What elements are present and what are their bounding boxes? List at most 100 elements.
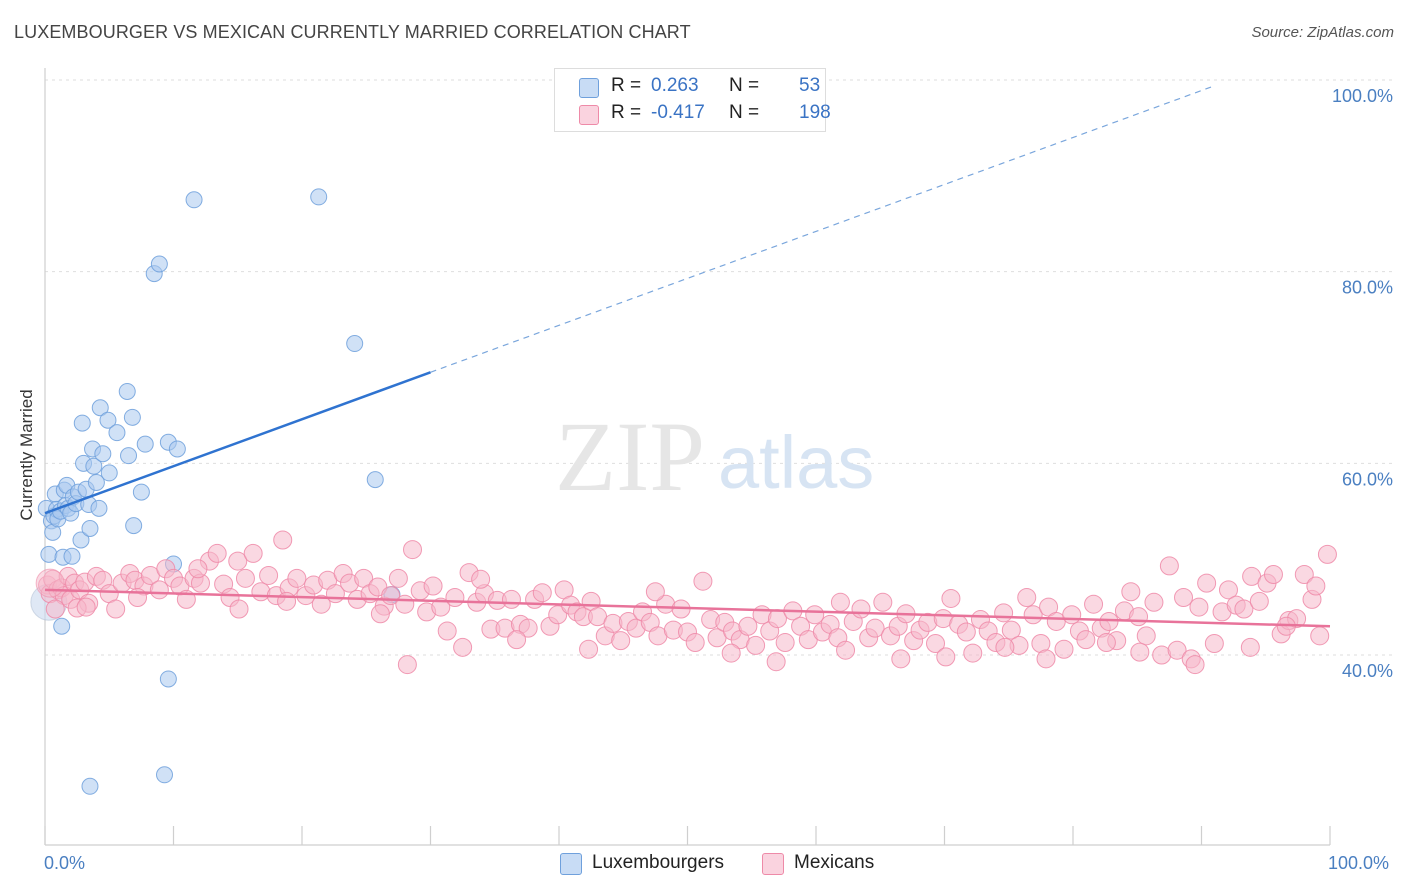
mexican-point — [445, 588, 465, 607]
mexican-point — [207, 543, 227, 563]
mexican-point — [936, 647, 956, 667]
watermark-zip: ZIP — [555, 401, 705, 512]
luxembourger-point — [81, 777, 99, 795]
mexican-point — [995, 637, 1015, 657]
mexican-trend-line — [44, 588, 1331, 628]
luxembourger-point — [168, 440, 186, 458]
luxembourger-point — [94, 445, 112, 463]
luxembourger-point — [73, 414, 91, 432]
luxembourger-point — [123, 408, 141, 426]
luxembourger-trend-extension — [430, 85, 1215, 373]
luxembourger-point — [150, 255, 168, 273]
mexican-point — [1121, 582, 1141, 602]
luxembourger-point — [53, 617, 71, 635]
luxembourger-point — [366, 471, 384, 489]
x-tick-label-min: 0.0% — [44, 853, 86, 873]
zipatlas-watermark: ZIP atlas — [555, 401, 874, 512]
mexican-point — [1240, 637, 1260, 657]
trend-lines — [44, 85, 1331, 628]
mexican-points — [35, 530, 1337, 675]
legend-label-mexicans: Mexicans — [794, 852, 875, 873]
mexican-point — [45, 599, 65, 619]
mexican-point — [188, 559, 208, 579]
luxembourger-point — [118, 382, 136, 400]
mexican-point — [431, 597, 451, 617]
n-value: 198 — [799, 102, 831, 123]
luxembourger-point — [125, 517, 143, 535]
r-label: R = — [611, 75, 642, 96]
mexican-point — [1294, 565, 1314, 584]
mexican-point — [370, 604, 390, 624]
mexican-point — [1062, 605, 1082, 625]
mexican-point — [1096, 633, 1116, 653]
axes — [44, 68, 1331, 846]
n-label: N = — [729, 102, 760, 123]
luxembourger-point — [99, 411, 117, 429]
y-axis-label: Currently Married — [17, 389, 36, 521]
luxembourger-point — [108, 424, 126, 442]
mexican-point — [963, 643, 983, 663]
luxembourger-point — [132, 483, 150, 501]
mexican-point — [388, 568, 408, 588]
y-tick-label: 40.0% — [1342, 661, 1393, 681]
mexican-point — [721, 643, 741, 663]
source-credit: Source: ZipAtlas.com — [1251, 24, 1394, 41]
luxembourger-point — [120, 447, 138, 465]
luxembourger-point — [100, 464, 118, 482]
mexican-point — [1317, 544, 1337, 564]
watermark-atlas: atlas — [718, 421, 874, 504]
luxembourger-point — [40, 545, 58, 563]
legend-swatch-mexicans — [762, 853, 784, 875]
n-label: N = — [729, 75, 760, 96]
legend-label-luxembourgers: Luxembourgers — [592, 852, 725, 873]
mexican-point — [685, 633, 705, 653]
luxembourger-point — [136, 435, 154, 453]
mexican-point — [1249, 591, 1269, 611]
luxembourger-point — [185, 191, 203, 209]
mexican-point — [956, 622, 976, 642]
mexican-point — [836, 640, 856, 660]
mexican-point — [273, 530, 293, 550]
mexican-point — [1144, 592, 1164, 612]
mexican-point — [1054, 639, 1074, 659]
y-tick-label: 80.0% — [1342, 278, 1393, 298]
luxembourger-point — [91, 399, 109, 417]
luxembourger-point — [90, 499, 108, 517]
mexican-point — [1099, 611, 1119, 631]
mexican-point — [397, 655, 417, 675]
mexican-point — [471, 569, 491, 589]
x-tick-label-max: 100.0% — [1328, 853, 1390, 873]
mexican-point — [775, 633, 795, 653]
mexican-point — [865, 618, 885, 638]
mexican-point — [437, 621, 457, 641]
mexican-point — [611, 631, 631, 651]
mexican-point — [1218, 580, 1238, 600]
mexican-point — [548, 605, 568, 625]
mexican-point — [1136, 626, 1156, 646]
mexican-point — [1189, 597, 1209, 617]
mexican-point — [35, 568, 65, 598]
mexican-point — [423, 576, 443, 596]
mexican-point — [1076, 630, 1096, 650]
r-value: 0.263 — [651, 75, 699, 96]
mexican-point — [1197, 573, 1217, 593]
mexican-point — [873, 592, 893, 612]
mexican-point — [76, 597, 96, 617]
luxembourger-point — [87, 474, 105, 491]
y-tick-labels: 40.0% 60.0% 80.0% 100.0% — [1332, 86, 1393, 681]
mexican-point — [830, 592, 850, 612]
mexican-point — [287, 568, 307, 588]
swatch-mexicans — [579, 105, 599, 125]
legend-swatch-luxembourgers — [560, 853, 582, 875]
mexican-point — [228, 551, 248, 571]
mexican-point — [1263, 565, 1283, 584]
luxembourger-trend-line — [44, 371, 431, 515]
mexican-point — [1036, 649, 1056, 669]
mexican-point — [229, 599, 249, 619]
mexican-point — [1001, 620, 1021, 640]
mexican-point — [766, 652, 786, 672]
mexican-point — [1017, 588, 1037, 607]
mexican-point — [395, 594, 415, 614]
mexican-point — [926, 634, 946, 653]
mexican-point — [403, 540, 423, 560]
